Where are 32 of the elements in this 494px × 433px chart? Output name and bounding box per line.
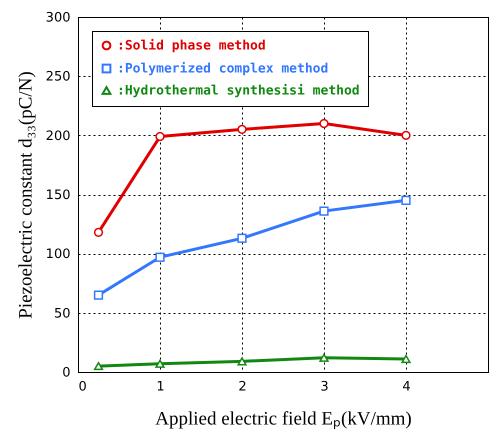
x-tick-label: 1	[156, 380, 165, 394]
point	[94, 228, 104, 237]
x-tick-label: 4	[402, 380, 411, 394]
point	[401, 196, 411, 206]
x-tick-label: 3	[320, 380, 329, 394]
point	[155, 252, 165, 262]
point	[94, 362, 104, 370]
x-tick-label: 0	[78, 380, 87, 394]
x-axis-title: Applied electric field Eₚ(kV/mm)	[155, 408, 412, 430]
y-tick-label: 200	[46, 128, 70, 144]
point	[401, 354, 411, 364]
y-tick-label: 50	[54, 306, 70, 322]
point	[94, 290, 104, 300]
point	[237, 124, 247, 134]
legend-label: :Hydrothermal synthesisi method	[117, 84, 360, 98]
point	[237, 357, 247, 366]
y-tick-label: 250	[46, 70, 70, 85]
y-tick-label: 0	[62, 366, 70, 380]
point	[155, 132, 165, 142]
point	[401, 130, 411, 140]
y-tick-label: 100	[46, 247, 70, 262]
legend-label: :Polymerized complex method	[117, 62, 328, 76]
point	[319, 206, 329, 216]
legend-label: :Solid phase method	[117, 38, 266, 54]
y-tick-label: 150	[46, 188, 70, 203]
point	[319, 354, 329, 362]
x-tick-label: 2	[238, 380, 247, 394]
y-tick-label: 300	[46, 10, 70, 26]
y-axis-title: Piezoelectric constant d₃₃(pC/N)	[16, 71, 37, 319]
point	[155, 360, 165, 368]
point	[237, 234, 247, 243]
point	[319, 118, 329, 128]
